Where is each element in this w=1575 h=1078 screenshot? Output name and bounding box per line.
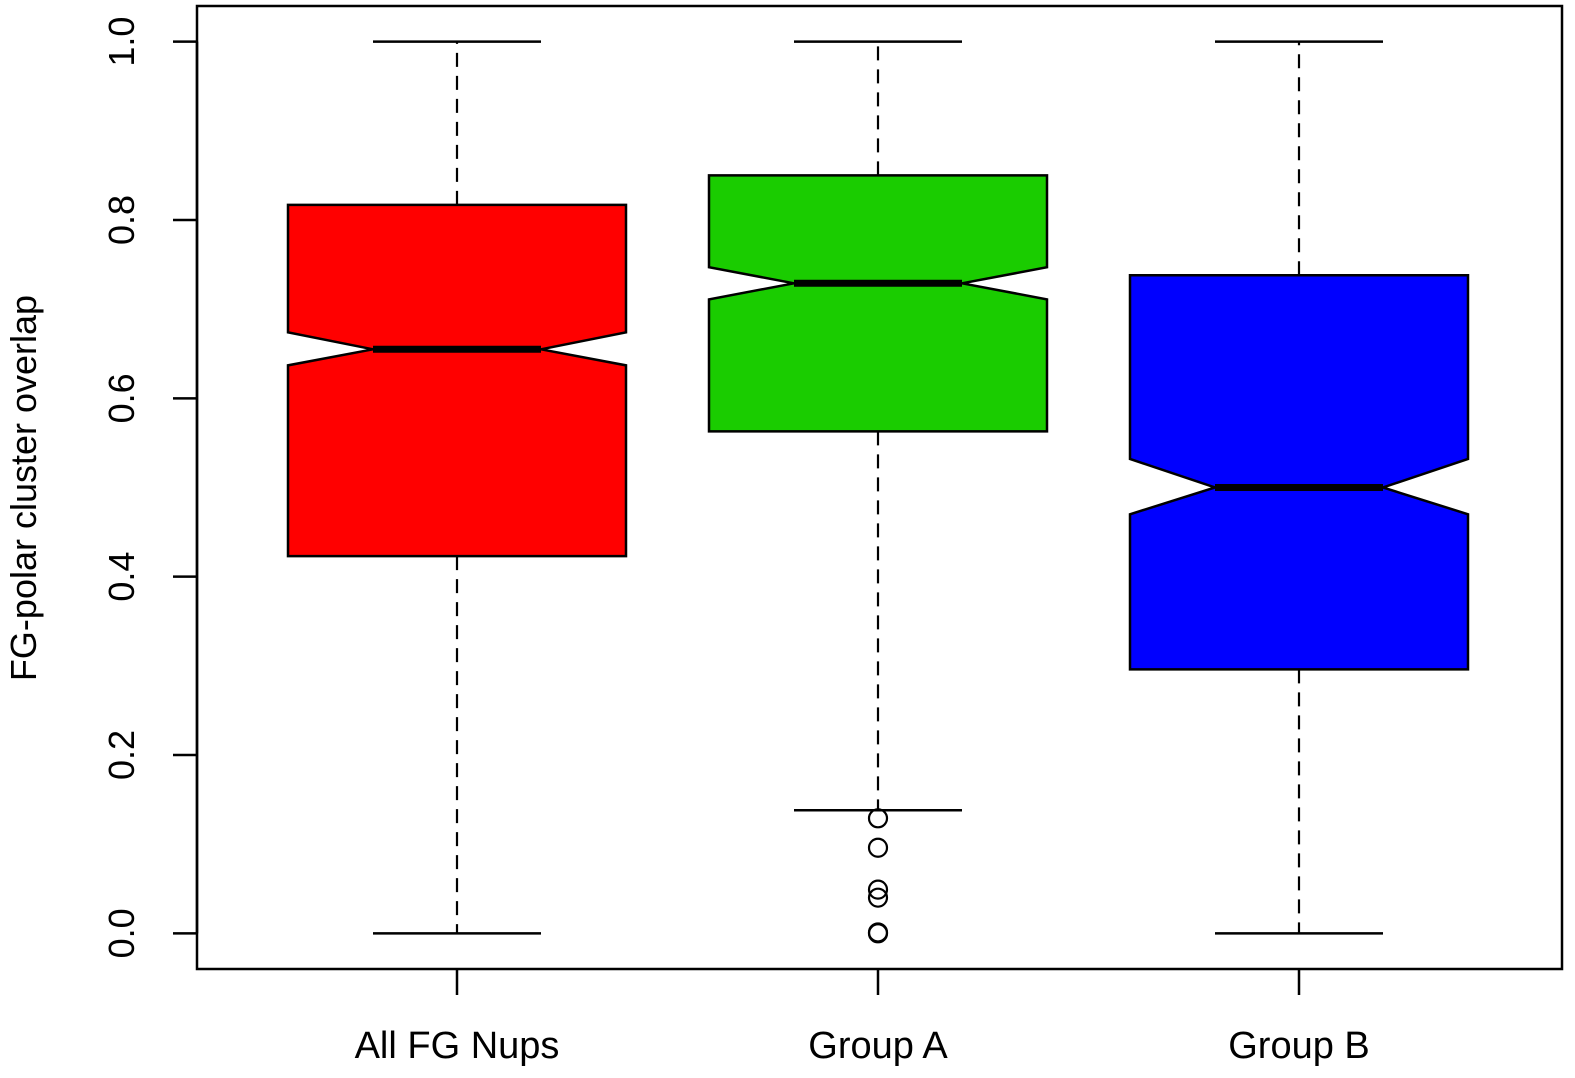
y-tick-label: 0.0 — [101, 908, 142, 958]
outlier-point — [867, 879, 889, 900]
box-1 — [286, 40, 628, 935]
y-tick-label: 0.6 — [101, 373, 142, 423]
outlier-point — [867, 887, 889, 908]
x-tick-label: All FG Nups — [355, 1025, 560, 1067]
outlier-point — [867, 808, 889, 829]
x-tick-label: Group A — [808, 1025, 948, 1067]
notched-box — [707, 174, 1049, 433]
box-3 — [1128, 40, 1470, 935]
box-2 — [707, 40, 1049, 944]
y-tick-label: 0.8 — [101, 195, 142, 245]
outlier-point — [867, 837, 889, 858]
boxes — [286, 40, 1470, 944]
y-tick-label: 1.0 — [101, 17, 142, 67]
y-axis-label: FG-polar cluster overlap — [3, 295, 44, 681]
x-tick-label: Group B — [1228, 1025, 1370, 1067]
notched-box — [1128, 274, 1470, 671]
y-axis: 0.0 0.2 0.4 0.6 0.8 1.0 — [101, 17, 199, 958]
outlier-point — [867, 923, 889, 944]
notched-box — [286, 203, 628, 558]
x-axis: All FG Nups Group A Group B — [355, 969, 1370, 1067]
plot-frame — [195, 4, 1564, 971]
y-tick-label: 0.2 — [101, 730, 142, 780]
y-tick-label: 0.4 — [101, 552, 142, 602]
